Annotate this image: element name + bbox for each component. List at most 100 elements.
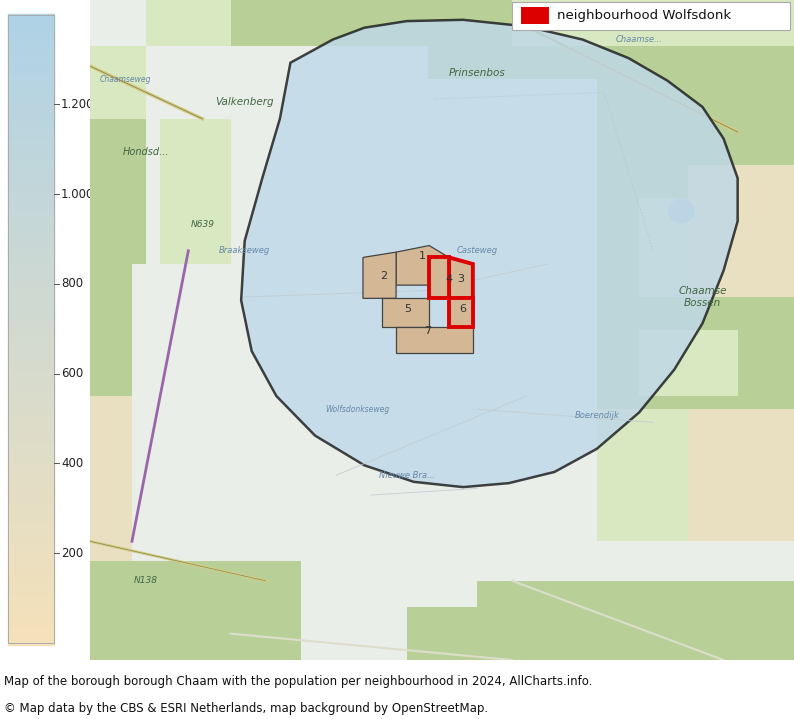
Bar (8, 450, 54, 453)
Bar (8, 51, 54, 54)
Polygon shape (449, 298, 473, 326)
Bar (8, 482, 54, 485)
Bar (8, 533, 54, 537)
Bar (8, 191, 54, 194)
Bar (8, 426, 54, 429)
Bar (8, 620, 54, 623)
Bar (8, 566, 54, 569)
Bar (8, 357, 54, 360)
Bar (8, 440, 54, 444)
Bar (8, 24, 54, 27)
Bar (8, 283, 54, 285)
Bar (8, 329, 54, 332)
Text: Casteweg: Casteweg (457, 247, 498, 255)
Polygon shape (449, 257, 473, 298)
Bar (8, 322, 54, 325)
Bar (8, 630, 54, 633)
Polygon shape (653, 0, 794, 46)
Bar (8, 504, 54, 508)
Bar (8, 336, 54, 340)
Bar (8, 571, 54, 574)
Bar (8, 605, 54, 608)
Bar (8, 539, 54, 542)
Bar (8, 241, 54, 244)
Bar (8, 608, 54, 611)
Bar (8, 457, 54, 461)
Bar (8, 189, 54, 192)
Bar (8, 275, 54, 278)
Bar (8, 319, 54, 323)
Bar (8, 186, 54, 190)
Bar (8, 549, 54, 551)
Bar (8, 366, 54, 370)
Bar (8, 411, 54, 413)
Bar (8, 314, 54, 318)
Bar (8, 93, 54, 96)
Bar (8, 258, 54, 261)
Bar (8, 103, 54, 106)
Circle shape (669, 199, 694, 223)
Bar (8, 416, 54, 418)
Bar (8, 147, 54, 150)
Bar (8, 174, 54, 177)
Bar (8, 610, 54, 613)
Bar (8, 408, 54, 411)
Bar (8, 250, 54, 254)
Bar (8, 352, 54, 354)
Text: Wolfsdonkseweg: Wolfsdonkseweg (326, 405, 390, 413)
Bar (8, 595, 54, 598)
Bar (8, 179, 54, 182)
Bar (8, 105, 54, 108)
Polygon shape (512, 0, 653, 46)
Bar (8, 618, 54, 620)
Bar (8, 455, 54, 458)
Bar (8, 590, 54, 594)
Bar (8, 231, 54, 234)
Bar (8, 499, 54, 503)
Bar (8, 359, 54, 362)
Bar (8, 354, 54, 357)
Bar (8, 209, 54, 211)
Polygon shape (407, 608, 597, 660)
Bar (8, 201, 54, 204)
Bar (8, 583, 54, 586)
Bar (8, 83, 54, 86)
Bar (8, 475, 54, 477)
Bar (8, 297, 54, 301)
Bar (8, 347, 54, 349)
Bar (8, 39, 54, 42)
Polygon shape (688, 165, 794, 297)
Bar (8, 262, 54, 266)
Bar (8, 248, 54, 251)
Bar (8, 305, 54, 308)
Bar (8, 640, 54, 643)
Bar (8, 561, 54, 564)
Bar (8, 452, 54, 456)
Bar (8, 155, 54, 157)
Bar (8, 435, 54, 439)
Bar (8, 26, 54, 29)
Bar (8, 559, 54, 562)
Bar (8, 81, 54, 83)
Bar (8, 472, 54, 475)
Bar (8, 221, 54, 224)
Polygon shape (382, 298, 430, 326)
Bar (512, 2, 791, 29)
Bar (8, 480, 54, 482)
Bar (8, 393, 54, 396)
Bar (8, 152, 54, 155)
Bar (8, 193, 54, 197)
Bar (8, 531, 54, 534)
Polygon shape (639, 330, 738, 396)
Text: 600: 600 (61, 367, 83, 380)
Text: Braakseweg: Braakseweg (219, 247, 270, 255)
Bar (8, 48, 54, 52)
Bar (8, 278, 54, 280)
Bar (8, 19, 54, 22)
Bar (8, 164, 54, 168)
Bar (8, 445, 54, 448)
Polygon shape (428, 20, 597, 79)
Polygon shape (688, 409, 794, 541)
Bar (8, 70, 54, 73)
Text: Chaamse
Bossen: Chaamse Bossen (678, 286, 727, 308)
